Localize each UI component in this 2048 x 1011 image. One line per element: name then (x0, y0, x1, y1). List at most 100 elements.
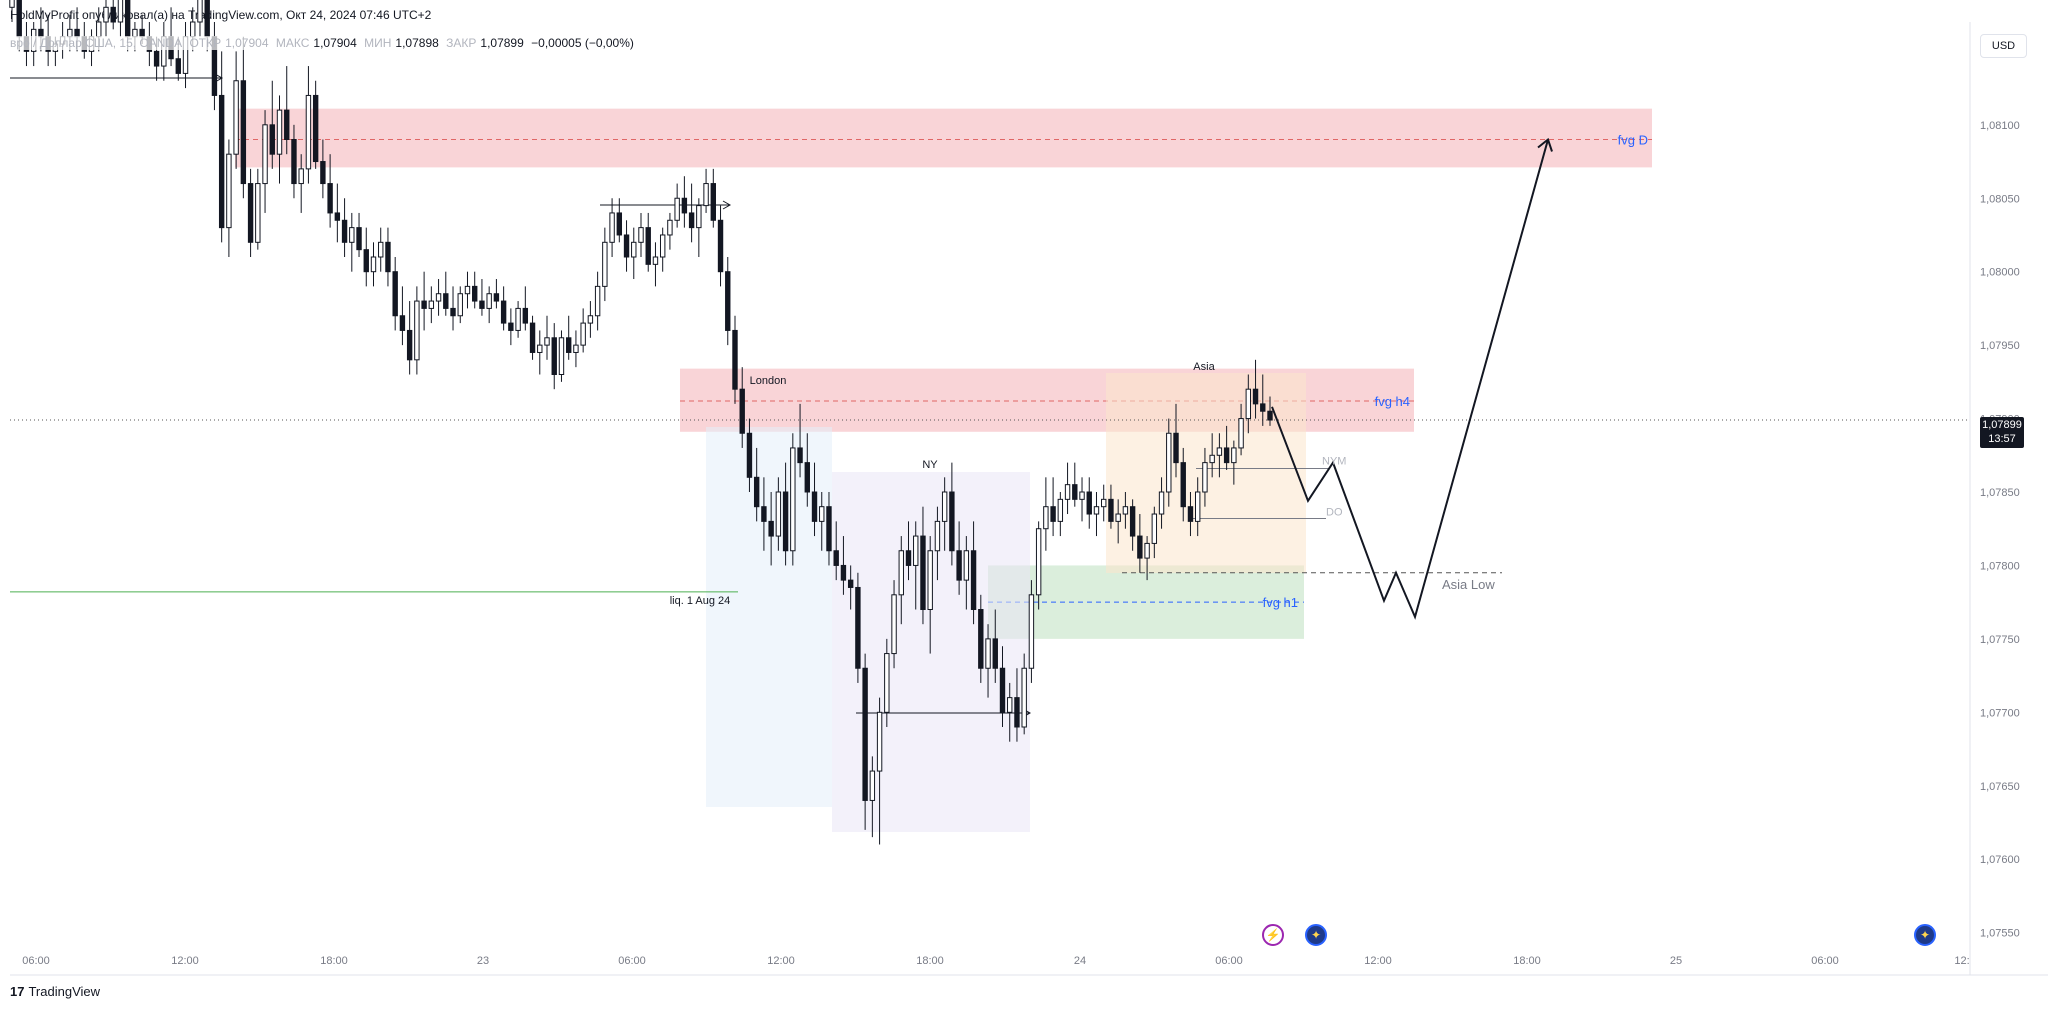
candle-body (349, 227, 355, 243)
candle-body (833, 550, 839, 566)
session-box (832, 472, 1030, 832)
candle-body (746, 432, 753, 478)
flag-eu-icon[interactable]: ✦ (1305, 924, 1327, 946)
y-tick-label: 1,08100 (1980, 120, 2020, 132)
candle-body (508, 322, 514, 331)
flag-eu-icon[interactable]: ✦ (1914, 924, 1936, 946)
candle-body (305, 94, 312, 170)
candle-body (963, 550, 970, 581)
candle-body (1223, 447, 1230, 464)
candle-body (1093, 506, 1100, 515)
x-tick-label: 12: (1954, 955, 1969, 967)
candle-body (1122, 506, 1129, 515)
symbol-label[interactable]: вро / Доллар США, 15, OANDA (10, 36, 183, 50)
candle-body (725, 271, 731, 331)
candle-body (1129, 506, 1136, 537)
candle-body (840, 564, 847, 581)
candle-body (117, 0, 124, 23)
candle-body (443, 293, 449, 309)
candle-body (602, 241, 608, 287)
candle-body (153, 50, 160, 67)
candle-body (753, 476, 760, 508)
session-label: London (750, 375, 787, 387)
x-tick-label: 12:00 (767, 955, 795, 967)
candle-body (970, 550, 977, 610)
candle-body (992, 638, 998, 669)
candle-body (898, 550, 904, 596)
candle-body (638, 227, 644, 243)
candle-body (479, 300, 485, 309)
candle-body (1137, 535, 1143, 559)
candle-body (96, 21, 102, 38)
y-tick-label: 1,07650 (1980, 781, 2020, 793)
candle-body (1144, 542, 1150, 559)
candle-body (934, 520, 941, 552)
candle-body (197, 0, 203, 23)
candle-body (1245, 388, 1252, 420)
candle-body (240, 80, 247, 185)
y-tick-label: 1,07600 (1980, 854, 2020, 866)
candle-body (1028, 594, 1035, 669)
bar-countdown: 13:57 (1988, 433, 2016, 445)
x-tick-label: 06:00 (618, 955, 646, 967)
candle-body (920, 535, 926, 610)
candle-body (1072, 484, 1078, 500)
candle-body (276, 109, 283, 155)
x-tick-label: 12:00 (1364, 955, 1392, 967)
candle-body (696, 205, 702, 229)
candle-body (370, 256, 377, 273)
currency-button[interactable]: USD (1980, 34, 2027, 58)
lightning-icon[interactable]: ⚡ (1262, 924, 1284, 946)
candle-body (356, 227, 362, 251)
candle-body (985, 638, 991, 669)
candle-body (797, 447, 803, 464)
low-label: МИН (364, 36, 392, 50)
candle-body (652, 256, 659, 265)
high-label: МАКС (275, 36, 310, 50)
candle-body (905, 550, 912, 566)
candle-body (110, 6, 116, 23)
tradingview-logo-icon: 17 (10, 984, 25, 999)
candle-body (927, 550, 933, 610)
candle-body (855, 586, 861, 669)
candle-body (334, 212, 341, 221)
liquidity-label: liq. 1 Aug 24 (670, 595, 731, 607)
close-value: 1,07899 (480, 36, 524, 50)
fvg-label: fvg D (1618, 133, 1648, 148)
session-label: NY (922, 459, 938, 471)
candle-body (862, 667, 868, 801)
candle-body (544, 337, 550, 346)
high-value: 1,07904 (313, 36, 357, 50)
candle-body (826, 506, 832, 552)
candle-body (949, 491, 955, 552)
candle-body (472, 285, 478, 302)
y-tick-label: 1,07550 (1980, 928, 2020, 940)
candle-body (1267, 410, 1273, 421)
candle-body (515, 307, 521, 331)
candle-body (529, 322, 536, 353)
nym-label: NYM (1322, 456, 1346, 468)
candle-body (811, 491, 818, 522)
x-tick-label: 06:00 (1215, 955, 1243, 967)
projection-arrowhead (1537, 137, 1553, 152)
tradingview-footer[interactable]: 17 TradingView (10, 984, 100, 999)
last-price-value: 1,07899 (1982, 419, 2022, 431)
candle-body (1231, 447, 1237, 464)
candle-body (782, 491, 789, 552)
candle-body (884, 653, 890, 713)
x-axis: 06:00 12:00 18:00 23 06:00 12:00 18:00 24 06:00 1… (22, 955, 1969, 967)
candle-body (1043, 506, 1049, 530)
candle-body (363, 249, 369, 273)
candle-body (399, 315, 406, 331)
candle-body (457, 293, 463, 317)
candle-body (566, 337, 572, 353)
candle-body (103, 6, 109, 23)
candle-body (291, 139, 297, 185)
candle-body (327, 183, 333, 214)
x-tick-label: 06:00 (1811, 955, 1839, 967)
candle-body (226, 153, 232, 229)
y-tick-label: 1,07850 (1980, 487, 2020, 499)
candle-body (1007, 697, 1013, 713)
candle-body (1151, 513, 1158, 544)
